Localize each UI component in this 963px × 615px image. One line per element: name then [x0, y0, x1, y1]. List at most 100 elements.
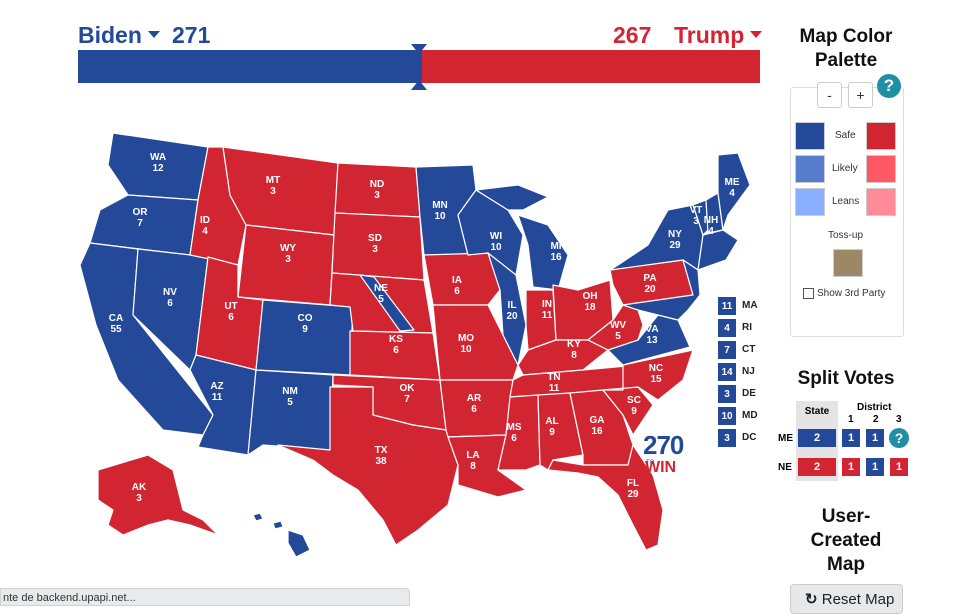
swatch-leans-rep[interactable] [866, 188, 896, 216]
state-label-ak: AK [132, 482, 147, 493]
state-ev-oh: 18 [584, 302, 596, 313]
show-third-party-checkbox[interactable] [803, 288, 814, 299]
state-ev-wy: 3 [285, 254, 291, 265]
state-ev-ga: 16 [591, 426, 603, 437]
state-label-mo: MO [458, 333, 474, 344]
right-candidate-selector[interactable]: Trump [674, 22, 763, 49]
chevron-down-icon [147, 31, 160, 39]
state-ma-ct-ri[interactable] [697, 229, 739, 271]
state-ev-wi: 10 [490, 242, 502, 253]
state-co[interactable] [255, 299, 354, 376]
split-help-icon[interactable]: ? [889, 428, 909, 448]
small-state-ev-dc[interactable]: 3 [718, 429, 736, 447]
state-label-wy: WY [280, 243, 296, 254]
state-tx[interactable] [277, 386, 459, 546]
right-candidate-name: Trump [674, 22, 745, 48]
help-icon[interactable]: ? [877, 74, 901, 98]
zoom-out-button[interactable]: - [817, 82, 842, 108]
state-label-fl: FL [627, 478, 639, 489]
state-ev-mn: 10 [434, 211, 446, 222]
swatch-safe-rep[interactable] [866, 122, 896, 150]
small-state-ev-md[interactable]: 10 [718, 407, 736, 425]
show-third-party-option[interactable]: Show 3rd Party [803, 288, 885, 299]
state-ev-ak: 3 [136, 493, 142, 504]
small-state-ev-nj[interactable]: 14 [718, 363, 736, 381]
state-nj-md[interactable] [622, 259, 701, 321]
state-sd[interactable] [331, 212, 425, 281]
state-label-ar: AR [467, 393, 482, 404]
state-ev-ca: 55 [110, 324, 122, 335]
small-state-ev-ct[interactable]: 7 [718, 341, 736, 359]
user-created-line2: Created [810, 530, 882, 551]
state-label-sc: SC [627, 395, 641, 406]
state-label-il: IL [508, 300, 517, 311]
bar-blue-segment [78, 50, 422, 83]
swatch-likely-rep[interactable] [866, 155, 896, 183]
small-state-ev-ri[interactable]: 4 [718, 319, 736, 337]
state-mi-upper[interactable] [475, 184, 549, 211]
left-candidate-selector[interactable]: Biden [78, 22, 160, 49]
state-label-nd: ND [370, 179, 384, 190]
state-ev-hi: 4 [274, 546, 280, 557]
swatch-likely-dem[interactable] [795, 155, 825, 183]
state-ev-ny: 29 [669, 240, 681, 251]
ne-district-1-cell[interactable]: 1 [842, 458, 860, 476]
state-label-ne: NE [374, 283, 388, 294]
split-state-header: State [804, 406, 830, 417]
state-label-ny: NY [668, 229, 682, 240]
safe-label: Safe [835, 130, 856, 141]
state-label-ca: CA [109, 313, 123, 324]
reset-map-button[interactable]: ↻ Reset Map [790, 584, 903, 614]
district-number-3: 3 [896, 414, 902, 425]
state-ev-ms: 6 [511, 433, 517, 444]
state-label-hi: HI [272, 535, 282, 546]
state-label-id: ID [200, 215, 210, 226]
ne-district-2[interactable] [359, 274, 415, 332]
state-label-in: IN [542, 299, 552, 310]
bar-red-segment [422, 50, 760, 83]
state-hi[interactable] [252, 512, 311, 558]
small-state-label-ma: MA [742, 300, 758, 311]
split-votes-heading: Split Votes [797, 368, 895, 389]
ne-district-3-cell[interactable]: 1 [890, 458, 908, 476]
me-state-cell[interactable]: 2 [798, 429, 836, 447]
small-state-ev-ma[interactable]: 11 [718, 297, 736, 315]
state-ev-tx: 38 [375, 456, 387, 467]
state-label-ms: MS [507, 422, 522, 433]
ne-state-cell[interactable]: 2 [798, 458, 836, 476]
state-nc[interactable] [602, 349, 694, 401]
state-label-az: AZ [210, 381, 223, 392]
me-district-1-cell[interactable]: 1 [842, 429, 860, 447]
swatch-safe-dem[interactable] [795, 122, 825, 150]
state-ev-me: 4 [729, 188, 735, 199]
state-label-ks: KS [389, 334, 403, 345]
state-label-ga: GA [590, 415, 605, 426]
color-palette-panel: - + ? Safe Likely Leans Toss-up Show 3rd… [790, 74, 904, 337]
state-fl[interactable] [547, 444, 664, 551]
state-ak[interactable] [97, 454, 219, 536]
state-nm[interactable] [247, 369, 334, 456]
state-ia[interactable] [423, 252, 501, 306]
me-district-2-cell[interactable]: 1 [866, 429, 884, 447]
zoom-in-button[interactable]: + [848, 82, 873, 108]
state-label-ut: UT [224, 301, 237, 312]
swatch-leans-dem[interactable] [795, 188, 825, 216]
swatch-tossup[interactable] [833, 249, 863, 277]
state-me[interactable] [717, 152, 751, 231]
electoral-vote-bar [78, 44, 760, 90]
small-state-ev-de[interactable]: 3 [718, 385, 736, 403]
state-ev-sd: 3 [372, 244, 378, 255]
ne-district-2-cell[interactable]: 1 [866, 458, 884, 476]
logo-270towin: 270 [643, 430, 684, 460]
ne-row-label: NE [778, 462, 792, 473]
state-ev-sc: 9 [631, 406, 637, 417]
small-state-label-de: DE [742, 388, 756, 399]
palette-title-line2: Palette [814, 50, 878, 71]
left-candidate-votes: 271 [172, 22, 211, 48]
state-ev-or: 7 [137, 218, 143, 229]
state-wy[interactable] [237, 224, 335, 306]
state-wv[interactable] [587, 304, 644, 351]
state-label-pa: PA [643, 273, 656, 284]
show-third-party-label: Show 3rd Party [817, 288, 886, 299]
